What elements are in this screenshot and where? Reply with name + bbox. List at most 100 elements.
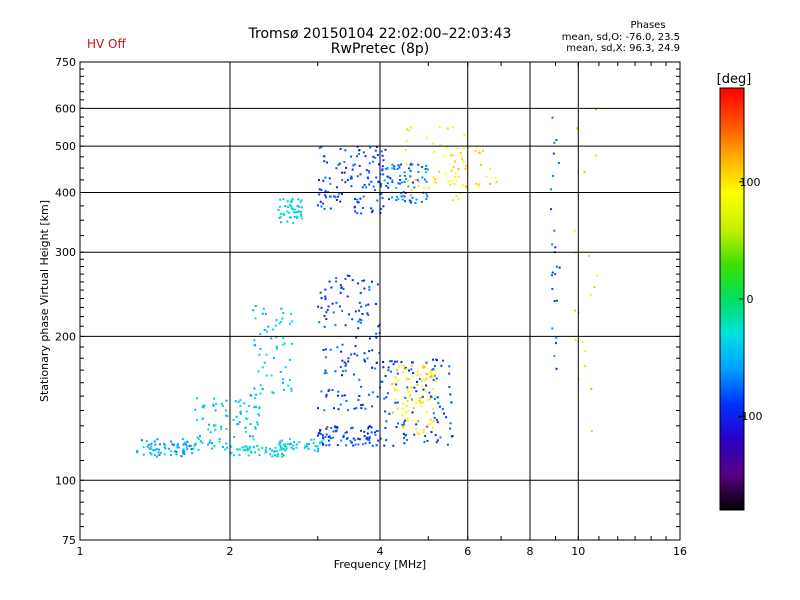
data-point <box>197 448 200 451</box>
data-point <box>324 194 327 197</box>
data-point <box>392 411 395 414</box>
data-point <box>320 297 323 300</box>
data-point <box>296 216 298 219</box>
data-point <box>366 357 369 360</box>
data-point <box>574 338 577 341</box>
data-point <box>390 360 393 363</box>
data-point <box>478 183 481 186</box>
data-point <box>363 287 366 290</box>
colorbar-tick-label: 100 <box>740 176 761 189</box>
data-point <box>182 448 185 451</box>
data-point <box>341 171 343 174</box>
data-point <box>344 181 347 184</box>
data-point <box>426 425 429 428</box>
data-point <box>445 146 448 149</box>
data-point <box>277 453 279 456</box>
data-point <box>392 444 395 447</box>
x-tick-label: 4 <box>377 545 384 558</box>
data-point <box>318 193 321 196</box>
data-point <box>246 447 249 450</box>
data-point <box>201 441 204 444</box>
data-point <box>425 192 428 195</box>
data-point <box>489 167 491 170</box>
data-point <box>553 300 556 302</box>
data-point <box>350 155 353 158</box>
data-point <box>438 170 440 173</box>
data-point <box>433 365 436 368</box>
data-point <box>413 433 416 436</box>
data-point <box>274 446 277 449</box>
data-point <box>236 448 239 451</box>
data-point <box>237 422 240 425</box>
data-point <box>416 179 419 182</box>
data-point <box>282 198 285 201</box>
data-point <box>212 404 215 407</box>
data-point <box>224 414 227 417</box>
data-point <box>290 207 293 210</box>
data-point <box>282 378 285 381</box>
data-point <box>430 396 433 399</box>
data-point <box>343 394 346 397</box>
data-point <box>377 180 380 183</box>
data-point <box>197 437 200 440</box>
data-point <box>343 171 346 174</box>
data-point <box>324 369 327 372</box>
data-point <box>415 423 418 426</box>
data-point <box>292 211 295 214</box>
data-point <box>351 318 354 321</box>
data-point <box>322 349 325 351</box>
data-point <box>396 360 399 363</box>
data-point <box>355 407 358 410</box>
data-point <box>344 431 347 434</box>
data-point <box>253 387 256 390</box>
data-point <box>257 370 260 373</box>
data-point <box>281 455 284 458</box>
data-point <box>173 443 176 446</box>
data-point <box>258 414 261 417</box>
data-point <box>387 369 390 372</box>
data-point <box>368 162 371 165</box>
data-point <box>218 440 221 443</box>
data-point <box>245 417 248 420</box>
data-point <box>342 436 345 439</box>
data-point <box>401 426 404 429</box>
data-point <box>399 174 402 177</box>
data-point <box>265 353 268 356</box>
data-point <box>353 205 356 208</box>
data-point <box>383 179 386 182</box>
data-point <box>397 182 400 185</box>
data-point <box>477 185 480 188</box>
data-point <box>595 108 598 111</box>
data-point <box>391 163 394 166</box>
data-point <box>429 398 432 400</box>
data-point <box>238 421 241 424</box>
data-point <box>282 213 285 215</box>
data-point <box>265 330 268 333</box>
data-point <box>199 440 202 443</box>
data-point <box>375 429 378 432</box>
data-point <box>148 443 151 446</box>
data-point <box>341 192 343 195</box>
data-point <box>436 396 439 399</box>
data-point <box>459 192 462 195</box>
data-point <box>363 430 366 433</box>
data-point <box>291 197 294 200</box>
data-point <box>211 441 213 444</box>
data-point <box>345 362 348 365</box>
data-point <box>377 325 380 328</box>
data-point <box>195 397 198 400</box>
data-point <box>394 398 397 401</box>
data-point <box>178 446 180 449</box>
data-point <box>271 455 274 458</box>
data-point <box>433 416 436 419</box>
data-point <box>458 175 461 178</box>
data-point <box>346 295 349 298</box>
data-point <box>381 197 384 200</box>
data-point <box>357 320 360 323</box>
data-point <box>293 215 296 218</box>
data-point <box>291 320 294 323</box>
data-point <box>410 386 413 389</box>
data-point <box>339 291 342 294</box>
data-point <box>323 315 326 317</box>
data-point <box>443 412 445 415</box>
